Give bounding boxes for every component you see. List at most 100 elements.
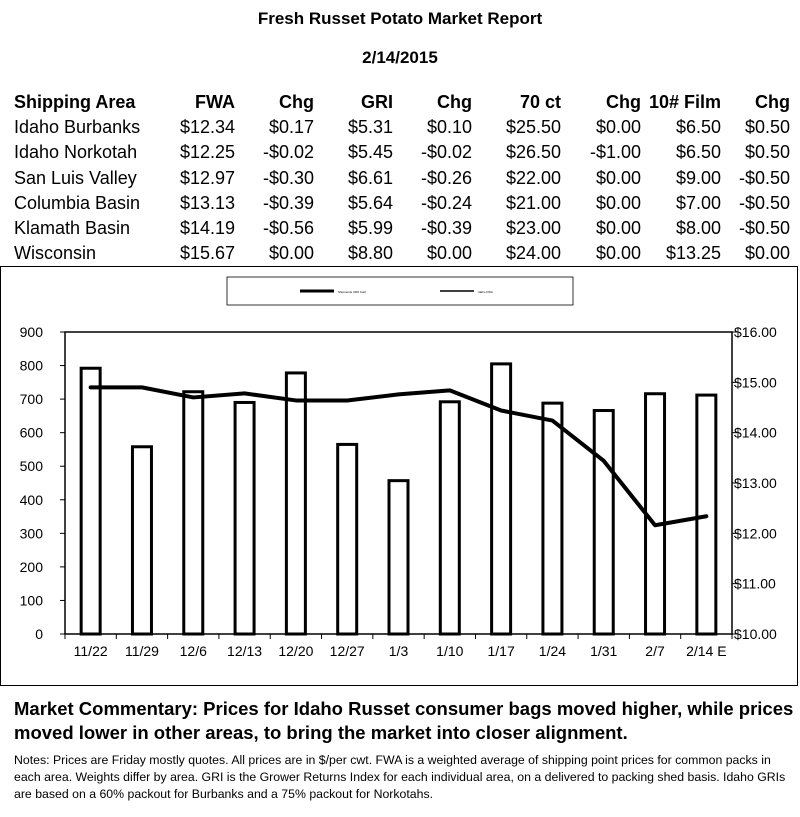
price-cell: $8.80 — [347, 243, 393, 264]
legend-box — [226, 276, 574, 306]
y-right-tick-label: $12.00 — [734, 525, 777, 541]
notes: Notes: Prices are Friday mostly quotes. … — [14, 753, 786, 801]
price-cell: $6.50 — [675, 117, 721, 138]
x-tick-label: 2/14 E — [686, 643, 726, 659]
price-cell: $5.99 — [347, 218, 393, 239]
x-tick-label: 2/7 — [645, 643, 665, 659]
y-right-tick-label: $10.00 — [734, 626, 777, 642]
report-date: 2/14/2015 — [362, 48, 438, 67]
price-cell: -$0.50 — [738, 218, 790, 239]
shipment-bar — [79, 366, 102, 636]
price-cell: $13.13 — [179, 192, 235, 213]
x-tick-label: 12/13 — [227, 643, 262, 659]
price-cell: $21.00 — [505, 192, 561, 213]
y-left-tick-label: 500 — [20, 458, 44, 474]
x-tick-label: 1/3 — [389, 643, 409, 659]
price-cell: $12.25 — [179, 142, 235, 163]
price-cell: $9.00 — [675, 167, 721, 188]
price-cell: $12.34 — [179, 117, 235, 138]
shipment-bar — [336, 442, 359, 636]
y-left-tick-label: 700 — [20, 391, 44, 407]
price-cell: $0.00 — [744, 243, 790, 264]
price-cell: $0.17 — [268, 117, 314, 138]
price-cell: $6.50 — [675, 142, 721, 163]
price-cell: -$0.30 — [262, 167, 314, 188]
report-title: Fresh Russet Potato Market Report — [257, 9, 543, 28]
shipment-bar — [233, 400, 256, 636]
y-left-tick-label: 600 — [20, 425, 44, 441]
price-cell: -$0.26 — [420, 167, 472, 188]
price-cell: $0.50 — [744, 117, 790, 138]
shipment-bar — [182, 390, 205, 636]
column-header: Chg — [279, 92, 314, 113]
shipping-area-cell: Wisconsin — [14, 243, 97, 264]
column-header: Chg — [755, 92, 790, 113]
y-right-tick-label: $13.00 — [734, 475, 777, 491]
y-right-tick-label: $11.00 — [734, 576, 776, 592]
price-cell: $12.97 — [179, 167, 235, 188]
price-cell: $24.00 — [505, 243, 561, 264]
chart-frame — [0, 266, 798, 686]
column-header: Shipping Area — [14, 92, 136, 113]
price-cell: $0.00 — [595, 218, 641, 239]
y-left-tick-label: 100 — [20, 592, 44, 608]
y-right-tick-label: $14.00 — [734, 425, 777, 441]
price-cell: $15.67 — [179, 243, 235, 264]
shipping-area-cell: San Luis Valley — [14, 167, 137, 188]
price-cell: $23.00 — [505, 218, 561, 239]
price-cell: -$0.39 — [420, 218, 472, 239]
price-cell: $5.45 — [347, 142, 393, 163]
table-row: Klamath Basin $14.19 -$0.56 $5.99 -$0.39 $23.… — [14, 216, 790, 241]
column-header: FWA — [195, 92, 235, 113]
price-cell: $5.64 — [347, 192, 393, 213]
x-tick-label: 11/29 — [125, 643, 159, 659]
price-cell: $5.31 — [347, 117, 393, 138]
price-cell: $26.50 — [505, 142, 561, 163]
price-cell: $8.00 — [675, 218, 721, 239]
x-tick-label: 11/22 — [74, 643, 108, 659]
price-cell: $6.61 — [347, 167, 393, 188]
x-tick-label: 1/31 — [590, 643, 617, 659]
y-right-tick-label: $15.00 — [734, 374, 777, 390]
shipping-area-cell: Idaho Norkotah — [14, 142, 138, 163]
table-row: Idaho Burbanks $12.34 $0.17 $5.31 $0.10 $25.5… — [14, 115, 790, 140]
price-cell: $13.25 — [665, 243, 721, 264]
table-row: Wisconsin $15.67 $0.00 $8.80 $0.00 $24.00 $0.0… — [14, 241, 790, 266]
shipment-bar — [387, 479, 410, 636]
price-cell: -$0.02 — [262, 142, 314, 163]
table-header-row: Shipping Area FWA Chg GRI Chg 70 ct Chg … — [14, 90, 790, 115]
x-tick-label: 12/20 — [278, 643, 313, 659]
x-tick-label: 12/27 — [330, 643, 365, 659]
shipment-bar — [541, 401, 564, 636]
price-cell: $22.00 — [505, 167, 561, 188]
column-header: Chg — [606, 92, 641, 113]
price-cell: -$0.50 — [738, 167, 790, 188]
y-left-tick-label: 900 — [20, 324, 44, 340]
shipping-area-cell: Columbia Basin — [14, 192, 141, 213]
x-tick-label: 1/17 — [487, 643, 514, 659]
price-cell: $0.00 — [595, 192, 641, 213]
y-left-tick-label: 300 — [20, 525, 44, 541]
legend-shipments-label: Shipments (000 Cwt) — [338, 290, 366, 294]
column-header: 70 ct — [519, 92, 561, 113]
price-table: Shipping Area FWA Chg GRI Chg 70 ct Chg … — [14, 90, 790, 266]
y-left-tick-label: 0 — [35, 626, 43, 642]
table-row: San Luis Valley $12.97 -$0.30 $6.61 -$0.26 $2… — [14, 166, 790, 191]
x-tick-label: 1/24 — [539, 643, 566, 659]
price-cell: $0.00 — [595, 243, 641, 264]
price-cell: -$0.02 — [420, 142, 472, 163]
y-left-tick-label: 200 — [20, 559, 44, 575]
price-cell: $0.00 — [268, 243, 314, 264]
price-cell: -$0.39 — [262, 192, 314, 213]
column-header: GRI — [360, 92, 393, 113]
shipment-bar — [130, 445, 153, 636]
price-cell: $14.19 — [179, 218, 235, 239]
y-left-tick-label: 400 — [20, 492, 44, 508]
y-left-tick-label: 800 — [20, 358, 44, 374]
price-cell: $0.00 — [595, 117, 641, 138]
table-row: Idaho Norkotah $12.25 -$0.02 $5.45 -$0.02 $26… — [14, 140, 790, 165]
price-cell: $25.50 — [505, 117, 561, 138]
table-row: Columbia Basin $13.13 -$0.39 $5.64 -$0.24 $21… — [14, 191, 790, 216]
x-tick-label: 1/10 — [436, 643, 463, 659]
shipment-bar — [438, 400, 461, 636]
